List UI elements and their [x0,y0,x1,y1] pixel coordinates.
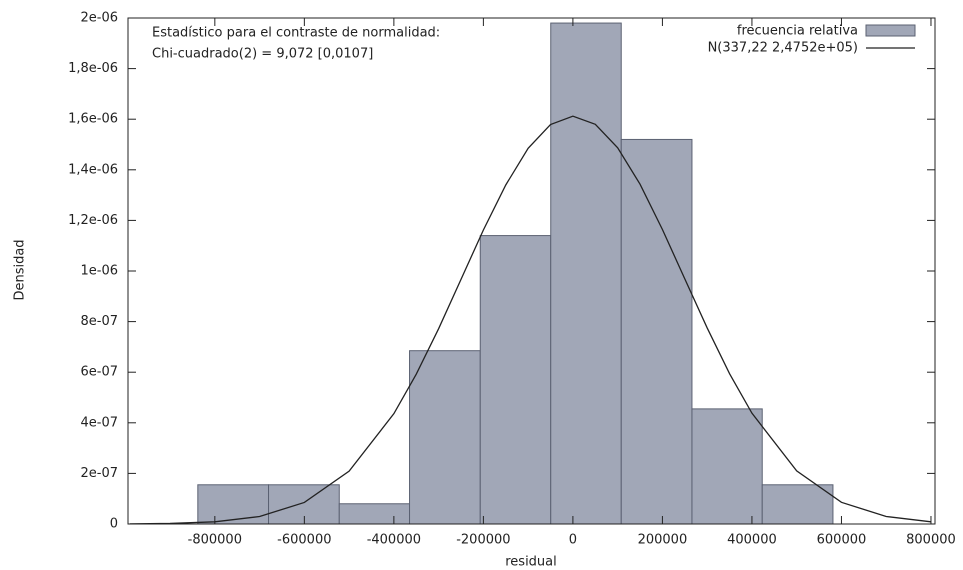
y-tick-label: 1,4e-06 [68,162,118,177]
y-tick-label: 1,6e-06 [68,112,118,127]
x-tick-label: 800000 [906,533,956,548]
histogram-bar [761,484,834,525]
annotation: Estadístico para el contraste de normali… [152,26,440,41]
x-tick-label: 600000 [817,533,867,548]
histogram-bar [409,350,481,525]
x-tick-label: -600000 [277,533,331,548]
histogram-bar [479,235,552,525]
y-tick-label: 1e-06 [80,264,118,279]
histogram-bar [691,408,763,525]
y-tick-label: 1,2e-06 [68,213,118,228]
y-tick-label: 8e-07 [80,314,118,329]
y-tick-label: 4e-07 [80,415,118,430]
x-axis-title: residual [505,555,557,570]
y-tick-label: 2e-07 [80,466,118,481]
x-tick-label: -800000 [188,533,242,548]
x-tick-label: -200000 [456,533,510,548]
histogram-bar [620,138,693,525]
histogram-bar [338,503,411,525]
histogram-bar [197,484,270,525]
normal-curve [129,115,932,525]
y-tick-label: 6e-07 [80,365,118,380]
legend-label: N(337,22 2,4752e+05) [708,41,858,56]
histogram-bar [550,22,622,525]
x-tick-label: -400000 [367,533,421,548]
legend-swatch [865,24,916,37]
x-tick-label: 0 [569,533,577,548]
y-axis-title: Densidad [13,239,28,300]
x-tick-label: 400000 [727,533,777,548]
y-tick-label: 2e-06 [80,11,118,26]
y-tick-label: 0 [110,517,118,532]
annotation: Chi-cuadrado(2) = 9,072 [0,0107] [152,47,373,62]
y-tick-label: 1,8e-06 [68,61,118,76]
legend-label: frecuencia relativa [737,24,858,39]
x-tick-label: 200000 [638,533,688,548]
